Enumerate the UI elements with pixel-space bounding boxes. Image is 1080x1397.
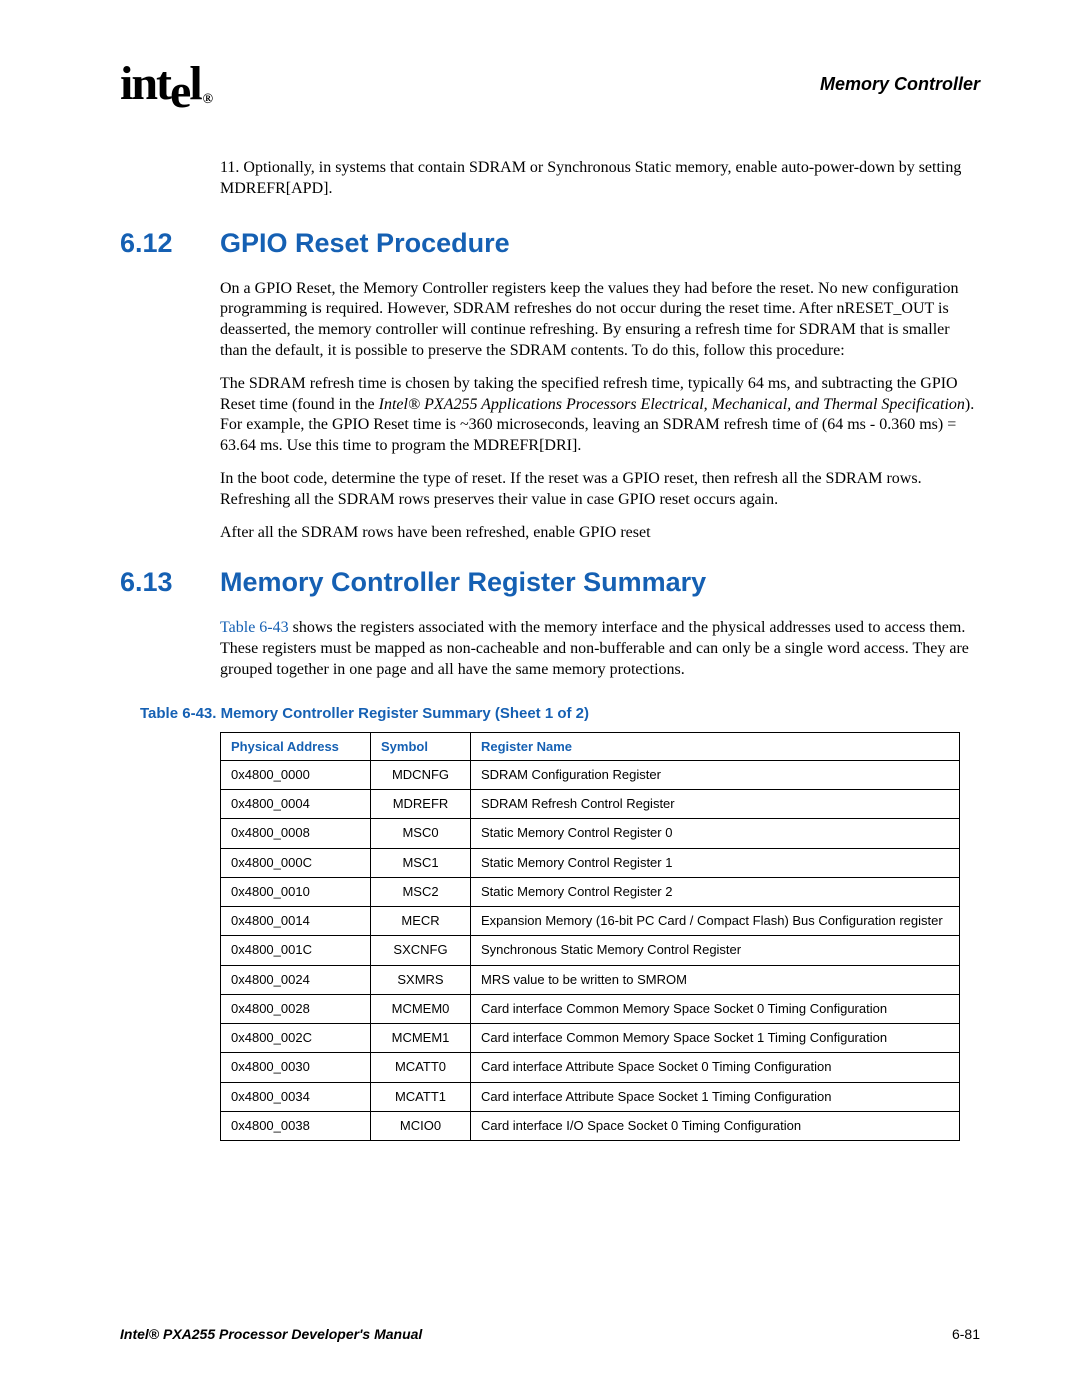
cell-symbol: MCMEM1 [371,1024,471,1053]
intel-logo: intel® [120,60,209,108]
register-summary-table: Physical Address Symbol Register Name 0x… [220,732,960,1141]
heading-6-12: 6.12 GPIO Reset Procedure [120,228,980,259]
cell-register-name: Card interface Common Memory Space Socke… [471,1024,960,1053]
cell-symbol: MSC1 [371,848,471,877]
cell-symbol: MCATT0 [371,1053,471,1082]
heading-title: Memory Controller Register Summary [220,567,706,598]
paragraph: Table 6-43 shows the registers associate… [220,618,980,680]
cell-symbol: MCIO0 [371,1111,471,1140]
cell-symbol: MDREFR [371,790,471,819]
cell-address: 0x4800_0004 [221,790,371,819]
table-header-row: Physical Address Symbol Register Name [221,732,960,760]
cell-register-name: Card interface Attribute Space Socket 0 … [471,1053,960,1082]
cell-address: 0x4800_001C [221,936,371,965]
table-row: 0x4800_0038MCIO0Card interface I/O Space… [221,1111,960,1140]
heading-6-13: 6.13 Memory Controller Register Summary [120,567,980,598]
col-symbol: Symbol [371,732,471,760]
cell-register-name: Synchronous Static Memory Control Regist… [471,936,960,965]
cell-register-name: SDRAM Refresh Control Register [471,790,960,819]
cell-address: 0x4800_0028 [221,994,371,1023]
section-6-12-body: On a GPIO Reset, the Memory Controller r… [220,279,980,544]
cell-address: 0x4800_0008 [221,819,371,848]
table-row: 0x4800_0008MSC0Static Memory Control Reg… [221,819,960,848]
table-row: 0x4800_0014MECRExpansion Memory (16-bit … [221,907,960,936]
cell-register-name: Static Memory Control Register 0 [471,819,960,848]
section-6-13-body: Table 6-43 shows the registers associate… [220,618,980,680]
list-text: Optionally, in systems that contain SDRA… [220,159,961,197]
section-label: Memory Controller [820,74,980,95]
table-row: 0x4800_0034MCATT1Card interface Attribut… [221,1082,960,1111]
cell-register-name: Card interface Common Memory Space Socke… [471,994,960,1023]
table-row: 0x4800_0030MCATT0Card interface Attribut… [221,1053,960,1082]
cell-symbol: MDCNFG [371,760,471,789]
cell-address: 0x4800_0038 [221,1111,371,1140]
cell-symbol: MCATT1 [371,1082,471,1111]
cell-register-name: Expansion Memory (16-bit PC Card / Compa… [471,907,960,936]
cell-address: 0x4800_0014 [221,907,371,936]
cell-address: 0x4800_0034 [221,1082,371,1111]
footer-page-number: 6-81 [952,1326,980,1342]
table-caption: Table 6-43. Memory Controller Register S… [140,705,980,722]
cell-register-name: Static Memory Control Register 2 [471,877,960,906]
footer-title: Intel® PXA255 Processor Developer's Manu… [120,1326,422,1342]
cell-symbol: SXMRS [371,965,471,994]
cell-symbol: MSC0 [371,819,471,848]
cell-register-name: Static Memory Control Register 1 [471,848,960,877]
col-physical-address: Physical Address [221,732,371,760]
heading-number: 6.12 [120,228,220,259]
cell-address: 0x4800_002C [221,1024,371,1053]
table-row: 0x4800_0010MSC2Static Memory Control Reg… [221,877,960,906]
table-row: 0x4800_002CMCMEM1Card interface Common M… [221,1024,960,1053]
cell-address: 0x4800_0000 [221,760,371,789]
cell-register-name: MRS value to be written to SMROM [471,965,960,994]
cell-symbol: MSC2 [371,877,471,906]
list-item-11: 11. Optionally, in systems that contain … [220,158,980,200]
cell-address: 0x4800_000C [221,848,371,877]
text: shows the registers associated with the … [220,619,969,678]
table-row: 0x4800_0000MDCNFGSDRAM Configuration Reg… [221,760,960,789]
cell-register-name: SDRAM Configuration Register [471,760,960,789]
col-register-name: Register Name [471,732,960,760]
list-number: 11. [220,159,239,176]
page-footer: Intel® PXA255 Processor Developer's Manu… [120,1326,980,1342]
paragraph: In the boot code, determine the type of … [220,469,980,511]
table-row: 0x4800_0028MCMEM0Card interface Common M… [221,994,960,1023]
page-header: intel® Memory Controller [120,60,980,108]
heading-title: GPIO Reset Procedure [220,228,510,259]
cell-address: 0x4800_0024 [221,965,371,994]
paragraph: On a GPIO Reset, the Memory Controller r… [220,279,980,362]
table-row: 0x4800_0004MDREFRSDRAM Refresh Control R… [221,790,960,819]
cell-symbol: SXCNFG [371,936,471,965]
paragraph: After all the SDRAM rows have been refre… [220,523,980,544]
italic-text: Intel® PXA255 Applications Processors El… [379,396,965,413]
heading-number: 6.13 [120,567,220,598]
cell-address: 0x4800_0030 [221,1053,371,1082]
cell-register-name: Card interface Attribute Space Socket 1 … [471,1082,960,1111]
cell-symbol: MECR [371,907,471,936]
cell-register-name: Card interface I/O Space Socket 0 Timing… [471,1111,960,1140]
cell-symbol: MCMEM0 [371,994,471,1023]
paragraph: The SDRAM refresh time is chosen by taki… [220,374,980,457]
table-row: 0x4800_0024SXMRSMRS value to be written … [221,965,960,994]
table-ref-link[interactable]: Table 6-43 [220,619,289,636]
table-row: 0x4800_001CSXCNFGSynchronous Static Memo… [221,936,960,965]
table-row: 0x4800_000CMSC1Static Memory Control Reg… [221,848,960,877]
cell-address: 0x4800_0010 [221,877,371,906]
